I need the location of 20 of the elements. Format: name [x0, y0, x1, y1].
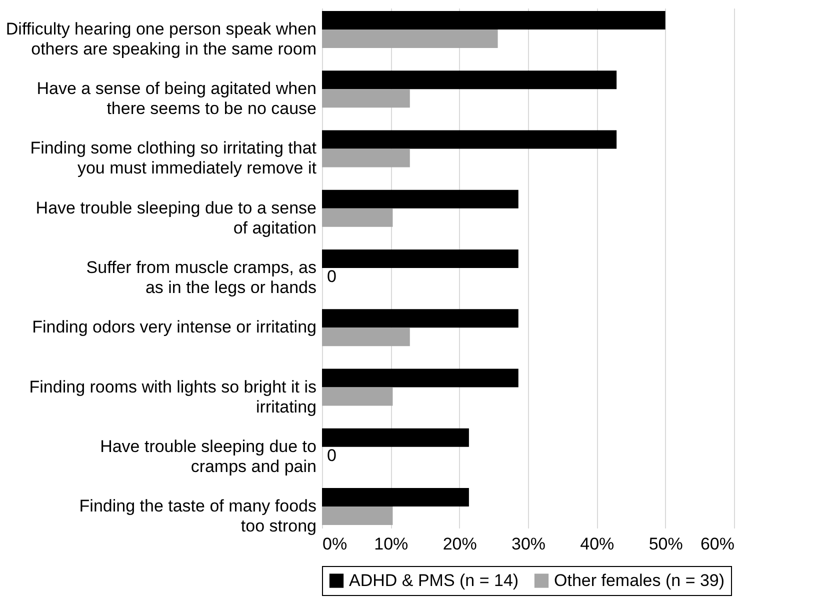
x-tick-label: 40%: [580, 534, 614, 554]
x-tick-label: 10%: [374, 534, 408, 554]
y-tick-label: Have trouble sleeping due to cramps and pain: [100, 436, 316, 476]
y-tick-label: Finding rooms with lights so bright it is irritating: [29, 377, 316, 416]
data-label: 0: [327, 446, 336, 466]
y-tick-label: Difficulty hearing one person speak when others are speaking in the same room: [6, 19, 316, 58]
y-tick-label: Finding some clothing so irritating that you must immediately remove it: [30, 138, 317, 178]
legend-label: Other females (n = 39): [554, 570, 725, 590]
x-tick-label: 0%: [322, 534, 348, 554]
x-tick-label: 20%: [442, 534, 477, 554]
y-tick-label: Finding odors very intense or irritating: [32, 318, 316, 337]
x-tick-label: 50%: [648, 534, 683, 554]
y-tick-label: Have a sense of being agitated when there seems to be no cause: [36, 79, 316, 118]
x-tick-label: 30%: [511, 534, 546, 554]
x-tick-label: 60%: [700, 534, 734, 554]
y-tick-label: Suffer from muscle cramps, as as in the legs or hands: [86, 258, 316, 297]
legend-label: ADHD & PMS (n = 14): [349, 570, 519, 590]
data-label: 0: [327, 267, 336, 286]
y-tick-label: Have trouble sleeping due to a sense of agitation: [36, 198, 316, 238]
y-tick-label: Finding the taste of many foods too strong: [79, 496, 316, 536]
